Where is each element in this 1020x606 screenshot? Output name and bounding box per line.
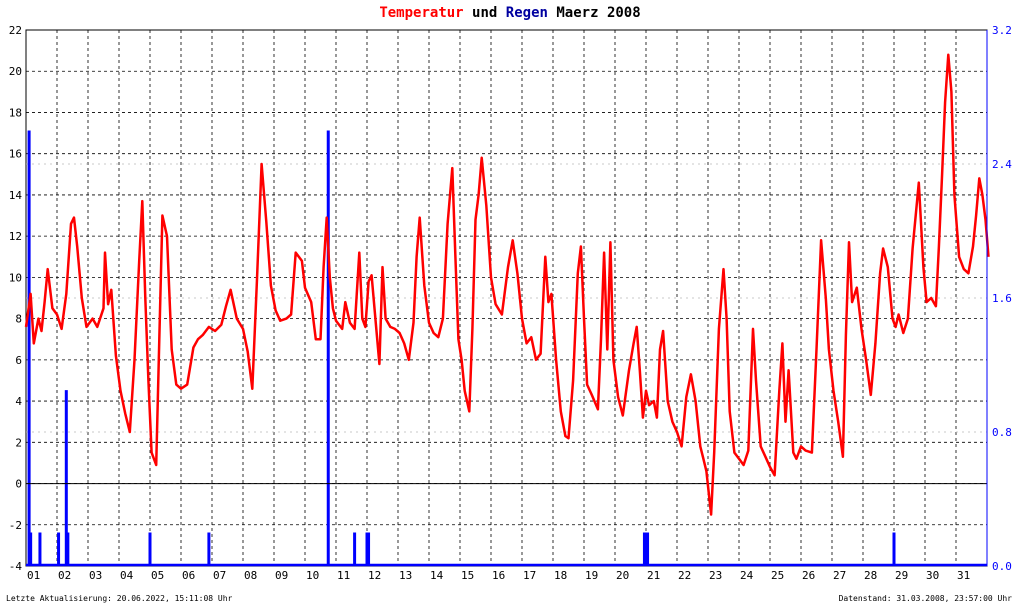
x-tick-label: 08 [244, 569, 257, 582]
y-left-tick-label: 16 [9, 148, 22, 161]
y-right-tick-label: 0.8 [992, 426, 1012, 439]
footer-data-status: Datenstand: 31.03.2008, 23:57:00 Uhr [838, 594, 1012, 603]
y-left-tick-label: 4 [15, 395, 22, 408]
y-left-tick-label: 12 [9, 230, 22, 243]
x-tick-label: 15 [461, 569, 474, 582]
rain-bar [892, 532, 896, 566]
x-tick-label: 18 [554, 569, 567, 582]
y-axis-right-labels: 3.2 2.4 1.6 0.8 0.0 [992, 24, 1012, 573]
title-month: Maerz 2008 [547, 5, 641, 21]
rain-bar [353, 532, 357, 566]
rain-bar [148, 532, 152, 566]
x-tick-label: 13 [399, 569, 412, 582]
x-tick-label: 27 [833, 569, 846, 582]
x-tick-label: 28 [864, 569, 877, 582]
chart-title: Temperatur und Regen Maerz 2008 [0, 5, 1020, 21]
y-left-tick-label: 0 [15, 478, 22, 491]
x-tick-label: 24 [740, 569, 754, 582]
title-und: und [463, 5, 506, 21]
y-left-tick-label: 6 [15, 354, 22, 367]
y-left-tick-label: 18 [9, 106, 22, 119]
x-tick-label: 06 [182, 569, 195, 582]
x-tick-label: 07 [213, 569, 226, 582]
rain-bar [367, 532, 371, 566]
y-right-tick-label: 3.2 [992, 24, 1012, 37]
x-tick-label: 20 [616, 569, 629, 582]
rain-series [26, 130, 987, 567]
rain-bar [642, 532, 646, 566]
rain-bar [326, 130, 330, 566]
x-tick-label: 25 [771, 569, 784, 582]
x-tick-label: 10 [306, 569, 319, 582]
x-tick-label: 16 [492, 569, 505, 582]
rain-bar [646, 532, 650, 566]
rain-bar [365, 532, 369, 566]
x-tick-label: 30 [926, 569, 939, 582]
title-temperatur: Temperatur [379, 5, 464, 21]
x-tick-label: 04 [120, 569, 134, 582]
x-tick-label: 22 [678, 569, 691, 582]
rain-bar [27, 130, 31, 566]
y-left-tick-label: 10 [9, 271, 22, 284]
x-tick-label: 17 [523, 569, 536, 582]
y-left-tick-label: 14 [9, 189, 23, 202]
rain-bar [29, 532, 33, 566]
x-axis-labels: 01 02 03 04 05 06 07 08 09 10 11 12 13 14 15 16 17 18 19 20… [27, 569, 970, 582]
x-tick-label: 05 [151, 569, 164, 582]
y-right-tick-label: 0.0 [992, 560, 1012, 573]
x-tick-label: 23 [709, 569, 722, 582]
x-tick-label: 09 [275, 569, 288, 582]
y-left-tick-label: 22 [9, 24, 22, 37]
x-tick-label: 03 [89, 569, 102, 582]
rain-bar [66, 532, 70, 566]
x-tick-label: 12 [368, 569, 381, 582]
rain-bar [64, 390, 68, 566]
y-left-tick-label: -4 [9, 560, 23, 573]
footer-last-update: Letzte Aktualisierung: 20.06.2022, 15:11… [6, 594, 233, 603]
x-tick-label: 02 [58, 569, 71, 582]
y-left-tick-label: -2 [9, 519, 22, 532]
y-left-tick-label: 2 [15, 436, 22, 449]
x-tick-label: 19 [585, 569, 598, 582]
rain-bar [644, 532, 648, 566]
x-tick-label: 11 [337, 569, 350, 582]
temperature-series-line [24, 53, 990, 516]
x-tick-label: 31 [957, 569, 970, 582]
x-tick-label: 01 [27, 569, 40, 582]
y-right-tick-label: 1.6 [992, 292, 1012, 305]
y-left-tick-label: 20 [9, 65, 22, 78]
rain-bar [38, 532, 42, 566]
x-tick-label: 14 [430, 569, 444, 582]
title-regen: Regen [505, 5, 548, 21]
x-tick-label: 21 [647, 569, 660, 582]
rain-bar [57, 532, 61, 566]
y-left-tick-label: 8 [15, 313, 22, 326]
rain-bar [207, 532, 211, 566]
y-right-tick-label: 2.4 [992, 158, 1012, 171]
x-tick-label: 29 [895, 569, 908, 582]
x-tick-label: 26 [802, 569, 815, 582]
